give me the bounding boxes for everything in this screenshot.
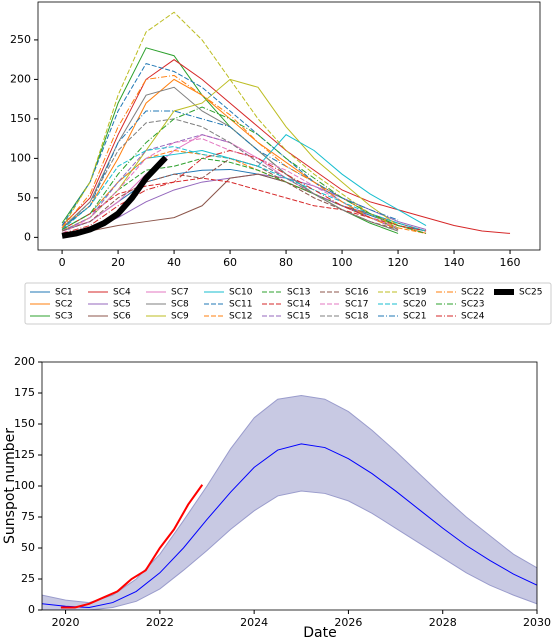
legend-label: SC17 — [345, 300, 368, 310]
y-tick-label: 200 — [14, 355, 35, 368]
x-tick-label: 160 — [500, 256, 521, 269]
x-tick-label: 0 — [59, 256, 66, 269]
legend-label: SC9 — [171, 312, 189, 322]
legend-label: SC5 — [113, 300, 131, 310]
series-line — [61, 118, 399, 232]
plot — [61, 11, 511, 239]
y-tick-label: 75 — [21, 510, 35, 523]
x-tick-label: 40 — [167, 256, 181, 269]
legend-label: SC3 — [55, 312, 73, 322]
x-tick-label: 60 — [223, 256, 237, 269]
y-tick-label: 150 — [10, 112, 31, 125]
series-line — [61, 157, 399, 232]
y-tick-label: 125 — [14, 448, 35, 461]
plot-frame — [37, 1, 541, 251]
y-tick-label: 50 — [17, 191, 31, 204]
legend-label: SC16 — [345, 288, 369, 298]
series-line — [61, 63, 399, 230]
series-line — [61, 11, 399, 229]
observed-line — [60, 484, 204, 609]
legend-label: SC19 — [403, 288, 427, 298]
y-axis-label: Sunspot number — [2, 428, 18, 544]
y-tick-label: 150 — [14, 417, 35, 430]
series-line — [61, 78, 427, 234]
legend-label: SC23 — [461, 300, 484, 310]
legend-label: SC15 — [287, 312, 310, 322]
series-line — [42, 443, 537, 609]
y-tick-label: 175 — [14, 386, 35, 399]
y-tick-label: 100 — [10, 151, 31, 164]
legend-label: SC21 — [403, 312, 426, 322]
y-tick-label: 250 — [10, 33, 31, 46]
x-tick-label: 20 — [111, 256, 125, 269]
legend-label: SC22 — [461, 288, 484, 298]
legend-label: SC24 — [461, 312, 485, 322]
series-line — [61, 177, 427, 232]
y-tick-label: 100 — [14, 479, 35, 492]
x-tick-label: 2024 — [240, 616, 268, 629]
series-line — [62, 173, 427, 234]
legend-label: SC18 — [345, 312, 369, 322]
y-tick-label: 50 — [21, 541, 35, 554]
series-line — [61, 74, 399, 230]
legend-label: SC7 — [171, 288, 189, 298]
legend-label: SC4 — [113, 288, 131, 298]
legend-label: SC10 — [229, 288, 253, 298]
series-line — [61, 146, 427, 232]
x-tick-label: 2026 — [334, 616, 362, 629]
x-tick-label: 100 — [332, 256, 353, 269]
series-line — [61, 168, 427, 232]
confidence-band — [42, 394, 537, 610]
series-line — [61, 155, 168, 239]
x-tick-label: 120 — [388, 256, 409, 269]
x-tick-label: 2028 — [429, 616, 457, 629]
plot — [42, 394, 537, 610]
x-tick-label: 80 — [279, 256, 293, 269]
x-tick-label: 2030 — [523, 616, 551, 629]
legend-label: SC20 — [403, 300, 427, 310]
y-tick-label: 25 — [21, 572, 35, 585]
legend-label: SC12 — [229, 312, 252, 322]
legend-label: SC8 — [171, 300, 189, 310]
series-line — [61, 106, 427, 234]
legend-label: SC6 — [113, 312, 131, 322]
x-tick-label: 2020 — [52, 616, 80, 629]
x-tick-label: 2022 — [146, 616, 174, 629]
y-tick-label: 200 — [10, 72, 31, 85]
legend-box — [24, 282, 552, 325]
legend-label: SC11 — [229, 300, 252, 310]
x-axis-label: Date — [303, 625, 336, 640]
y-tick-label: 0 — [24, 230, 31, 243]
legend-label: SC25 — [519, 288, 542, 298]
plot-frame — [41, 361, 538, 611]
legend-label: SC13 — [287, 288, 310, 298]
legend-label: SC2 — [55, 300, 73, 310]
x-tick-label: 140 — [444, 256, 465, 269]
legend-label: SC14 — [287, 300, 311, 310]
series-line — [61, 59, 511, 234]
legend-label: SC1 — [55, 288, 73, 298]
y-tick-label: 0 — [28, 603, 35, 616]
series-line — [61, 149, 371, 234]
